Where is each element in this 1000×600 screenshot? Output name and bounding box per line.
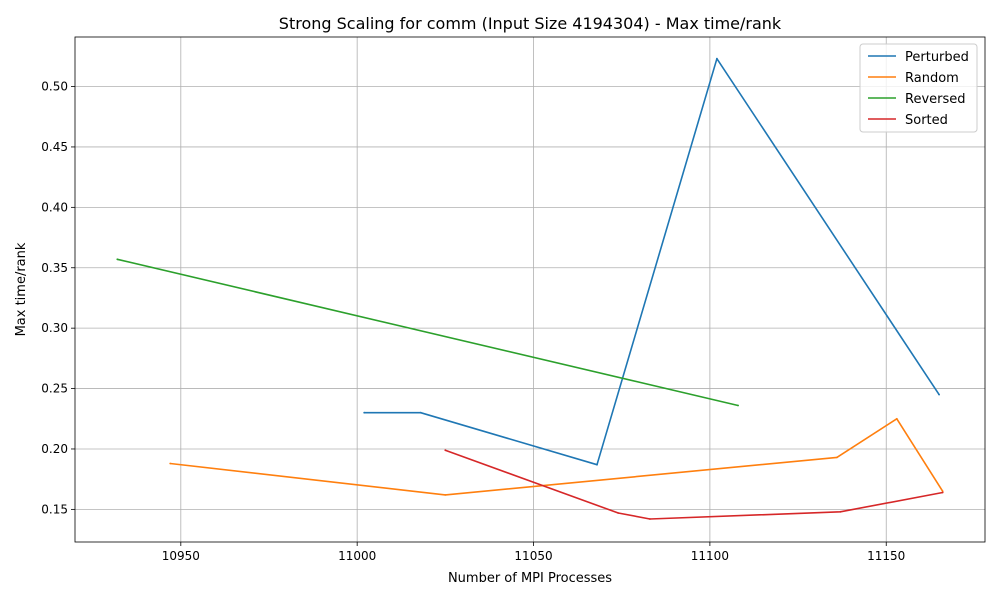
y-tick-label: 0.45: [41, 140, 68, 154]
y-tick-label: 0.30: [41, 321, 68, 335]
y-tick-label: 0.50: [41, 80, 68, 94]
legend-box: [859, 43, 978, 133]
y-tick-label: 0.40: [41, 200, 68, 214]
data-point-random: [895, 417, 898, 420]
legend: Perturbed Random Reversed Sorted: [859, 43, 978, 133]
x-tick-label: 11050: [514, 549, 552, 563]
data-point-perturbed: [938, 393, 940, 396]
data-point-reversed: [116, 258, 119, 261]
y-tick-label: 0.15: [41, 502, 68, 516]
data-point-sorted: [839, 510, 842, 513]
x-axis-label: Number of MPI Processes: [448, 571, 612, 586]
y-tick-label: 0.35: [41, 261, 68, 275]
data-point-random: [169, 462, 172, 465]
x-tick-label: 11150: [867, 549, 905, 563]
x-tick-label: 11000: [338, 549, 376, 563]
data-point-perturbed: [363, 411, 366, 414]
y-tick-label: 0.20: [41, 442, 68, 456]
data-point-sorted: [444, 449, 447, 452]
series-line-reversed: [117, 258, 739, 407]
data-point-perturbed: [596, 463, 598, 466]
data-point-reversed: [737, 404, 739, 407]
x-tick-label: 11100: [691, 549, 729, 563]
data-point-perturbed: [419, 411, 422, 414]
data-point-sorted: [941, 491, 944, 494]
data-point-random: [836, 456, 838, 459]
data-point-perturbed: [716, 57, 718, 60]
data-point-sorted: [649, 518, 651, 520]
grid: [75, 37, 985, 542]
y-axis-label: Max time/rank: [14, 242, 29, 336]
series-layer: [116, 57, 944, 520]
legend-label-perturbed: Perturbed: [905, 50, 969, 65]
y-tick-label: 0.25: [41, 382, 68, 396]
plot-frame: [74, 36, 986, 543]
legend-label-random: Random: [905, 71, 959, 86]
axis-ticks: 10950 11000 11050 11100 11150 0.15 0.20 0.25 0.3…: [41, 80, 905, 563]
chart-title: Strong Scaling for comm (Input Size 4194…: [279, 14, 782, 33]
legend-label-sorted: Sorted: [905, 113, 948, 128]
data-point-sorted: [617, 512, 620, 514]
legend-label-reversed: Reversed: [905, 92, 966, 107]
x-tick-label: 10950: [162, 549, 200, 563]
data-point-random: [444, 494, 447, 496]
